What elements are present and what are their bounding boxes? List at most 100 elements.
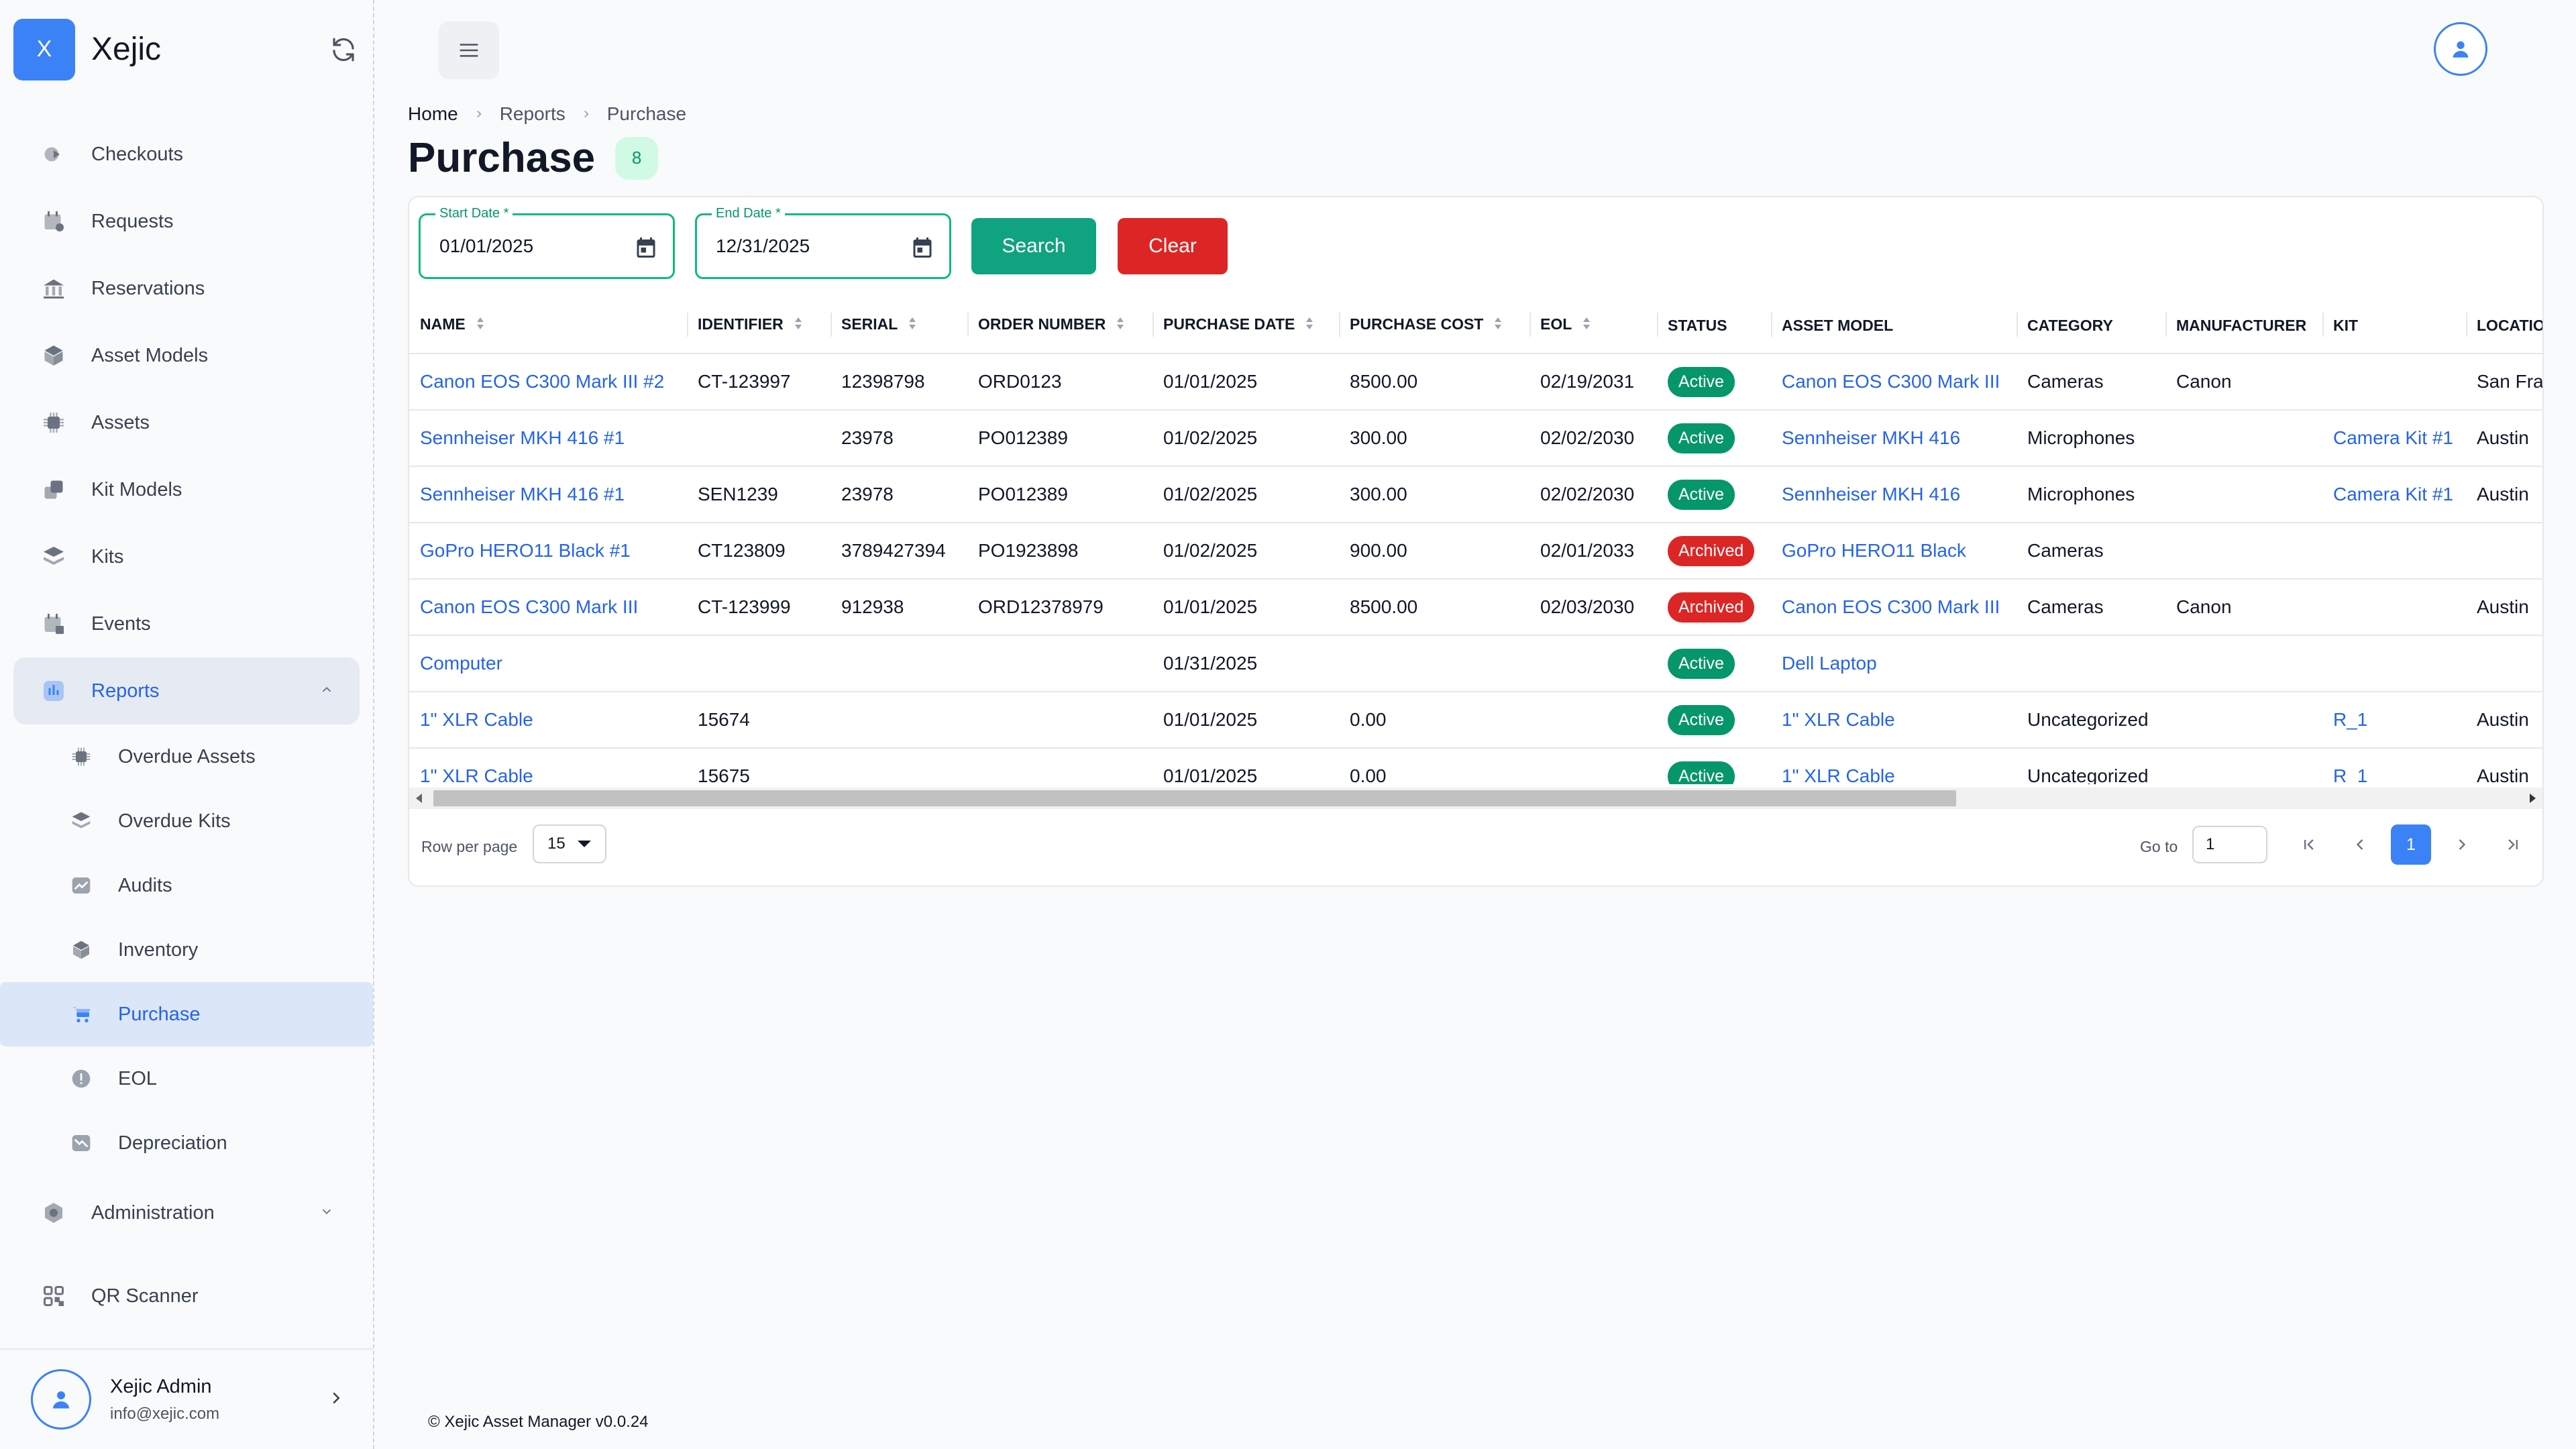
sidebar-subitem-eol[interactable]: EOL xyxy=(13,1046,360,1111)
header-avatar-button[interactable] xyxy=(2434,22,2487,76)
table-cell[interactable]: Sennheiser MKH 416 xyxy=(1771,410,2017,467)
sort-icon[interactable] xyxy=(1304,315,1315,335)
table-cell[interactable]: Sennheiser MKH 416 xyxy=(1771,466,2017,523)
goto-page-input[interactable]: 1 xyxy=(2192,826,2267,863)
scroll-left-icon[interactable] xyxy=(416,794,422,803)
table-cell: 8500.00 xyxy=(1339,354,1529,411)
end-date-value[interactable]: 12/31/2025 xyxy=(716,235,810,256)
table-cell[interactable]: Canon EOS C300 Mark III xyxy=(409,579,687,636)
app-logo[interactable]: X xyxy=(13,18,75,80)
table-cell xyxy=(967,692,1152,749)
sidebar-item-checkouts[interactable]: Checkouts xyxy=(13,121,360,188)
table-row[interactable]: GoPro HERO11 Black #1 CT123809 3789427394 P… xyxy=(409,523,2542,580)
column-header[interactable]: EOL xyxy=(1529,298,1657,354)
sidebar-item-requests[interactable]: Requests xyxy=(13,188,360,255)
table-cell[interactable]: Dell Laptop xyxy=(1771,635,2017,692)
sort-icon[interactable] xyxy=(793,315,804,335)
table-row[interactable]: 1" XLR Cable 15675 01/01/2025 0.00 Active 1" … xyxy=(409,748,2542,784)
column-header[interactable]: PURCHASE DATE xyxy=(1152,298,1339,354)
sidebar-item-qr-scanner[interactable]: QR Scanner xyxy=(13,1263,360,1330)
table-cell[interactable]: Computer xyxy=(409,635,687,692)
sidebar-subitem-overdue-assets[interactable]: Overdue Assets xyxy=(13,724,360,789)
column-header[interactable]: SERIAL xyxy=(830,298,967,354)
table-cell[interactable]: 1" XLR Cable xyxy=(409,748,687,784)
sidebar-item-events[interactable]: Events xyxy=(13,590,360,657)
table-row[interactable]: Canon EOS C300 Mark III CT-123999 912938 OR… xyxy=(409,579,2542,636)
table-cell[interactable]: GoPro HERO11 Black #1 xyxy=(409,523,687,580)
table-cell[interactable]: Canon EOS C300 Mark III xyxy=(1771,579,2017,636)
search-button[interactable]: Search xyxy=(971,218,1096,274)
table-cell[interactable]: Sennheiser MKH 416 #1 xyxy=(409,410,687,467)
breadcrumb-home[interactable]: Home xyxy=(408,103,458,124)
sidebar-subitem-inventory[interactable]: Inventory xyxy=(13,918,360,982)
calendar-icon[interactable] xyxy=(634,235,658,263)
sort-icon[interactable] xyxy=(1581,315,1592,335)
column-header[interactable]: NAME xyxy=(409,298,687,354)
calendar-icon[interactable] xyxy=(910,235,934,263)
sort-icon[interactable] xyxy=(1493,315,1503,335)
column-header[interactable]: IDENTIFIER xyxy=(687,298,830,354)
table-cell[interactable]: Camera Kit #1 xyxy=(2322,410,2466,467)
last-page-button[interactable] xyxy=(2493,824,2533,865)
table-cell[interactable]: 1" XLR Cable xyxy=(1771,748,2017,784)
refresh-icon[interactable] xyxy=(327,34,360,66)
sort-icon[interactable] xyxy=(475,315,486,335)
column-header-label: STATUS xyxy=(1668,316,1727,334)
horizontal-scrollbar[interactable] xyxy=(409,788,2542,809)
scroll-right-icon[interactable] xyxy=(2530,794,2536,803)
sidebar-item-kit-models[interactable]: Kit Models xyxy=(13,456,360,523)
start-date-field[interactable]: Start Date * 01/01/2025 xyxy=(419,206,675,279)
sidebar-item-administration[interactable]: Administration xyxy=(13,1179,360,1246)
menu-toggle-button[interactable] xyxy=(439,21,499,79)
table-cell: Austin xyxy=(2466,748,2542,784)
scrollbar-thumb[interactable] xyxy=(433,790,1956,806)
end-date-field[interactable]: End Date * 12/31/2025 xyxy=(695,206,951,279)
sidebar-item-label: Events xyxy=(91,612,151,635)
start-date-value[interactable]: 01/01/2025 xyxy=(439,235,534,256)
table-cell[interactable]: 1" XLR Cable xyxy=(1771,692,2017,749)
prev-page-button[interactable] xyxy=(2340,824,2380,865)
table-row[interactable]: Canon EOS C300 Mark III #2 CT-123997 12398… xyxy=(409,354,2542,411)
next-page-button[interactable] xyxy=(2442,824,2482,865)
sidebar-subitem-overdue-kits[interactable]: Overdue Kits xyxy=(13,789,360,853)
sort-icon[interactable] xyxy=(1115,315,1126,335)
first-page-button[interactable] xyxy=(2289,824,2329,865)
sidebar-subitem-purchase[interactable]: Purchase xyxy=(0,982,373,1046)
table-cell[interactable]: 1" XLR Cable xyxy=(409,692,687,749)
clear-button[interactable]: Clear xyxy=(1118,218,1228,274)
sidebar-item-reservations[interactable]: Reservations xyxy=(13,255,360,322)
table-cell[interactable] xyxy=(2322,354,2466,411)
table-cell[interactable]: Sennheiser MKH 416 #1 xyxy=(409,466,687,523)
sidebar-item-assets[interactable]: Assets xyxy=(13,389,360,456)
layers-icon xyxy=(40,543,67,570)
rows-per-page-select[interactable]: 15 xyxy=(533,824,606,863)
table-cell[interactable]: Canon EOS C300 Mark III xyxy=(1771,354,2017,411)
table-cell[interactable]: Canon EOS C300 Mark III #2 xyxy=(409,354,687,411)
sidebar-item-reports[interactable]: Reports xyxy=(13,657,360,724)
trend-down-icon xyxy=(70,1132,93,1155)
table-body: Canon EOS C300 Mark III #2 CT-123997 12398… xyxy=(409,354,2542,784)
purchase-report-card: Start Date * 01/01/2025 End Date * 12/31… xyxy=(408,196,2544,887)
sidebar-item-kits[interactable]: Kits xyxy=(13,523,360,590)
sidebar-subitem-audits[interactable]: Audits xyxy=(13,853,360,918)
table-row[interactable]: Sennheiser MKH 416 #1 SEN1239 23978 PO01238… xyxy=(409,466,2542,523)
breadcrumb-reports[interactable]: Reports xyxy=(499,103,566,124)
table-cell: SEN1239 xyxy=(687,466,830,523)
column-header[interactable]: ORDER NUMBER xyxy=(967,298,1152,354)
table-cell[interactable]: R_1 xyxy=(2322,692,2466,749)
table-cell[interactable] xyxy=(2322,579,2466,636)
table-cell[interactable] xyxy=(2322,523,2466,580)
table-cell[interactable] xyxy=(2322,635,2466,692)
table-cell[interactable]: Camera Kit #1 xyxy=(2322,466,2466,523)
sidebar-subitem-depreciation[interactable]: Depreciation xyxy=(13,1111,360,1175)
column-header[interactable]: PURCHASE COST xyxy=(1339,298,1529,354)
table-row[interactable]: Sennheiser MKH 416 #1 23978 PO012389 01/02/… xyxy=(409,410,2542,467)
table-row[interactable]: 1" XLR Cable 15674 01/01/2025 0.00 Active 1" … xyxy=(409,692,2542,749)
page-button-current[interactable]: 1 xyxy=(2391,824,2431,865)
user-profile[interactable]: Xejic Admin info@xejic.com xyxy=(0,1348,373,1449)
sort-icon[interactable] xyxy=(907,315,918,335)
table-row[interactable]: Computer 01/31/2025 Active Dell Laptop xyxy=(409,635,2542,692)
sidebar-item-asset-models[interactable]: Asset Models xyxy=(13,322,360,389)
table-cell[interactable]: GoPro HERO11 Black xyxy=(1771,523,2017,580)
table-cell[interactable]: R_1 xyxy=(2322,748,2466,784)
